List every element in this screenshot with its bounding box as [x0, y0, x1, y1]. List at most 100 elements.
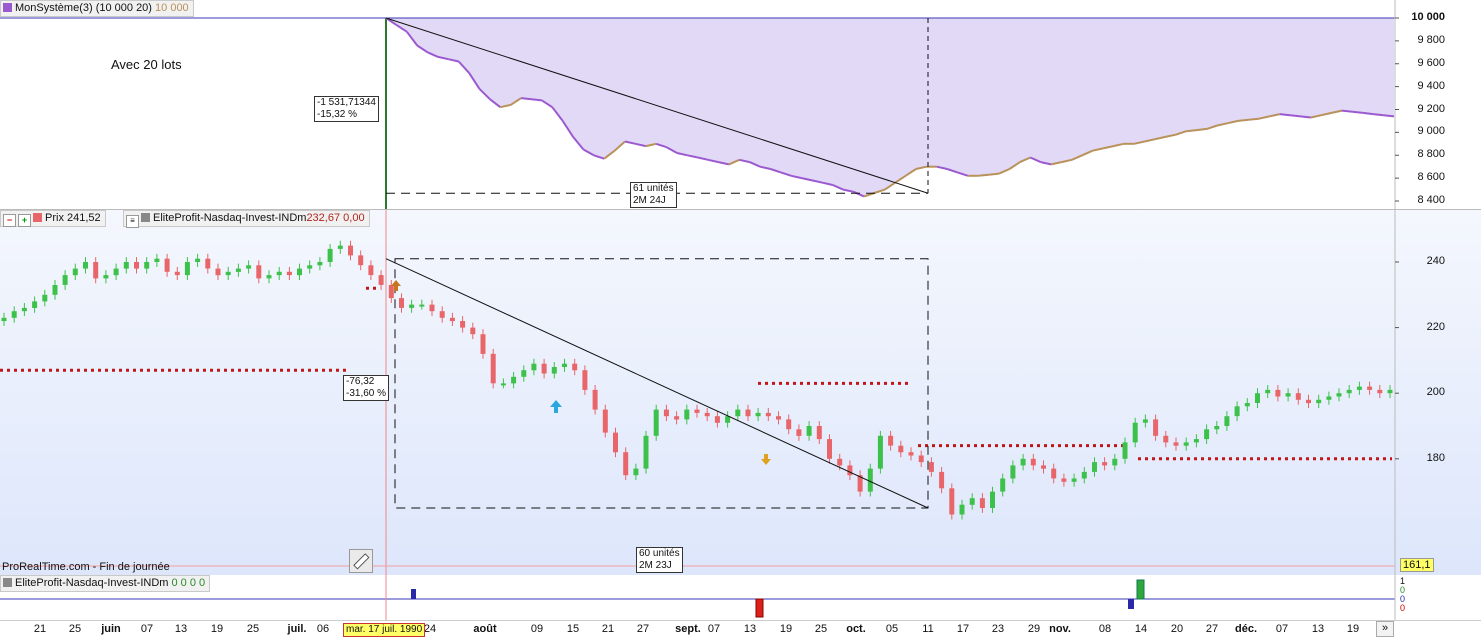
date-label: août: [473, 623, 497, 635]
indicator-header[interactable]: EliteProfit-Nasdaq-Invest-INDm 0 0 0 0: [0, 575, 211, 592]
candle-body: [714, 416, 720, 423]
equity-line-segment: [603, 149, 616, 160]
candle-body: [572, 363, 578, 371]
price-duration-time: 2M 23J: [639, 560, 672, 571]
equity-curve-pane[interactable]: MonSystème(3) (10 000 20) 10 000 Avec 20…: [0, 0, 1481, 210]
equity-line-segment: [822, 181, 834, 186]
equity-duration-time: 2M 24J: [633, 195, 666, 206]
equity-drawdown-line: [385, 17, 929, 194]
price-header[interactable]: − + Prix 241,52: [0, 210, 106, 227]
indicator-overlay-value2: 0,00: [343, 212, 365, 224]
candle-body: [602, 409, 608, 433]
equity-line-segment: [1113, 142, 1125, 148]
equity-line-segment: [395, 24, 408, 33]
equity-line-segment: [1258, 115, 1270, 120]
date-label: déc.: [1234, 623, 1258, 635]
candle-body: [725, 416, 731, 423]
equity-line-segment: [998, 168, 1010, 175]
candle-body: [399, 298, 404, 308]
indicator-overlay-value: 232,67: [306, 212, 341, 224]
price-axis-tick: 200: [1426, 386, 1445, 399]
equity-system-name: MonSystème(3): [15, 2, 93, 14]
equity-line-segment: [1092, 147, 1104, 152]
candle-body: [1000, 478, 1006, 492]
candle-body: [225, 271, 231, 276]
zoom-out-icon[interactable]: −: [3, 214, 16, 227]
candle-body: [521, 370, 527, 377]
indicator-y-axis: 1 0 0 0: [1400, 577, 1405, 613]
equity-line-segment: [1102, 145, 1114, 150]
candle-body: [765, 412, 771, 417]
date-label: 13: [174, 623, 188, 635]
date-label: 06: [316, 623, 330, 635]
date-label: nov.: [1049, 623, 1071, 635]
equity-line-segment: [1186, 129, 1197, 133]
candle-body: [1132, 422, 1138, 443]
equity-line-segment: [468, 72, 481, 90]
equity-line-segment: [406, 31, 418, 47]
equity-line-segment: [582, 148, 595, 157]
candle-body: [205, 258, 211, 269]
candle-body: [837, 458, 843, 466]
equity-line-segment: [759, 165, 771, 170]
date-label: 19: [210, 623, 224, 635]
candle-body: [419, 304, 425, 307]
candle-body: [877, 435, 883, 469]
price-chart-pane[interactable]: − + Prix 241,52 ≡ EliteProfit-Nasdaq-Invest…: [0, 210, 1481, 575]
candle-body: [990, 491, 995, 508]
equity-line-segment: [1050, 161, 1062, 166]
indicator-pane[interactable]: EliteProfit-Nasdaq-Invest-INDm 0 0 0 0 1…: [0, 575, 1481, 620]
zoom-in-icon[interactable]: +: [18, 214, 31, 227]
equity-line-segment: [1165, 133, 1177, 138]
candle-body: [551, 367, 557, 374]
candle-body: [1010, 465, 1016, 479]
equity-header[interactable]: MonSystème(3) (10 000 20) 10 000: [0, 0, 194, 17]
candle-body: [745, 409, 751, 417]
candle-body: [786, 419, 792, 430]
date-axis[interactable]: 21 25 juin 07 13 19 25 juil. 06 24 août 09 15 21 27 sep…: [0, 620, 1481, 637]
candle-body: [134, 262, 139, 269]
pane-divider[interactable]: [0, 209, 1481, 210]
date-label: 13: [1311, 623, 1325, 635]
equity-line-segment: [385, 17, 397, 26]
candle-body: [1255, 393, 1260, 403]
candle-body: [1, 317, 7, 322]
candle-body: [1163, 435, 1169, 443]
candle-body: [215, 268, 221, 276]
price-duration-units: 60 unités: [639, 548, 680, 559]
candle-body: [1316, 399, 1322, 404]
date-label: oct.: [846, 623, 866, 635]
equity-line-segment: [1341, 109, 1353, 113]
equity-line-segment: [1269, 113, 1280, 118]
equity-line-segment: [1352, 110, 1363, 114]
candle-body: [378, 275, 384, 285]
candle-body: [490, 353, 496, 384]
equity-line-segment: [1248, 117, 1260, 121]
candle-body: [1295, 393, 1301, 400]
candle-body: [348, 245, 353, 256]
candle-body: [317, 262, 323, 266]
date-label: 11: [922, 623, 934, 635]
candle-body: [1377, 389, 1383, 394]
candle-body: [1204, 429, 1210, 440]
indicator-overlay-header[interactable]: ≡ EliteProfit-Nasdaq-Invest-INDm232,67 0,…: [123, 210, 370, 228]
candle-body: [409, 304, 415, 308]
candle-body: [1173, 442, 1179, 446]
candle-body: [266, 275, 272, 279]
ruler-icon[interactable]: [349, 549, 373, 573]
candle-body: [1081, 471, 1087, 479]
settings-icon[interactable]: ≡: [126, 215, 139, 228]
candle-body: [184, 262, 190, 276]
candle-body: [1122, 442, 1128, 459]
date-label: 24: [423, 623, 437, 635]
candle-body: [480, 334, 486, 354]
candle-body: [755, 412, 761, 417]
candle-body: [531, 363, 537, 371]
equity-line-segment: [946, 168, 958, 174]
candle-body: [32, 301, 38, 308]
candle-body: [867, 468, 873, 492]
equity-line-segment: [1310, 114, 1322, 119]
candle-body: [83, 262, 88, 269]
candle-body: [337, 245, 343, 249]
equity-curve-chart: [0, 0, 1399, 210]
